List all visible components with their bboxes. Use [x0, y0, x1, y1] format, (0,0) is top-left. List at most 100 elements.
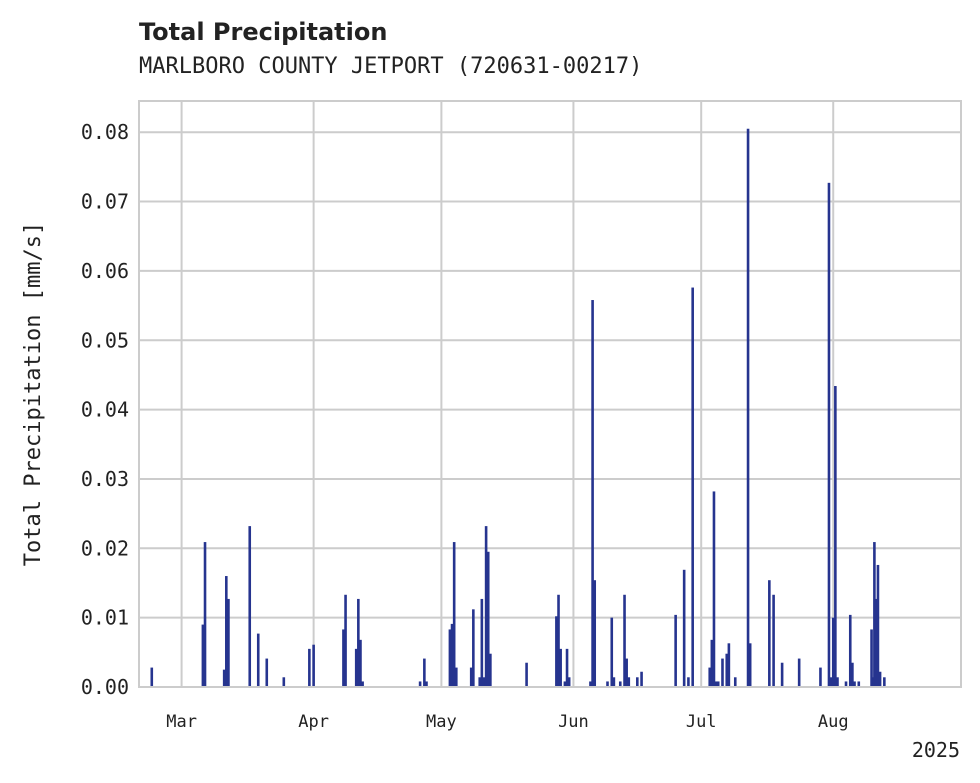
precip-bar	[342, 629, 345, 687]
grid-lines	[139, 101, 961, 688]
precip-bar	[871, 677, 875, 687]
precip-bar	[361, 681, 364, 687]
precip-bar	[819, 667, 822, 687]
precip-bar	[555, 616, 558, 687]
precip-bar	[627, 677, 631, 687]
bar-series	[150, 128, 886, 688]
precip-bar	[525, 662, 528, 687]
y-tick-label: 0.07	[81, 190, 129, 214]
precip-bar	[308, 648, 311, 687]
precip-bar	[748, 643, 752, 687]
y-tick-label: 0.05	[81, 328, 129, 352]
precip-bar	[851, 662, 854, 687]
precip-bar	[610, 617, 614, 687]
precip-bar	[563, 681, 567, 687]
precip-bar	[450, 623, 454, 687]
y-axis-ticks: 0.00 0.01 0.02 0.03 0.04 0.05 0.06 0.07 0.08	[81, 120, 129, 699]
precip-bar	[829, 677, 833, 687]
y-tick-label: 0.04	[81, 398, 129, 422]
precip-bar	[682, 569, 686, 687]
precip-bar	[482, 677, 486, 687]
precip-bar	[567, 677, 571, 687]
precip-bar	[725, 653, 729, 687]
precip-bar	[559, 648, 562, 687]
precip-bar	[878, 671, 882, 687]
precip-bar	[484, 526, 488, 687]
precip-bar	[612, 677, 616, 687]
precip-bar	[691, 287, 694, 687]
precip-bar	[848, 614, 852, 687]
precip-bar	[282, 677, 286, 687]
chart-subtitle: MARLBORO COUNTY JETPORT (720631-00217)	[139, 54, 642, 79]
precip-bar	[265, 658, 269, 687]
y-axis-label: Total Precipitation [mm/s]	[21, 222, 46, 566]
precip-bar	[354, 648, 358, 687]
precip-bar	[721, 658, 724, 687]
precip-bar	[489, 653, 492, 687]
precip-bar	[844, 681, 848, 687]
precip-bar	[712, 491, 716, 687]
x-tick-label: Aug	[818, 712, 849, 732]
precip-bar	[733, 677, 737, 687]
y-tick-label: 0.02	[81, 536, 129, 560]
precip-bar	[710, 639, 714, 687]
precip-bar	[222, 669, 226, 687]
precip-bar	[883, 677, 886, 687]
precip-bar	[874, 598, 878, 687]
precip-bar	[469, 667, 473, 687]
precip-bar	[708, 667, 712, 687]
precip-bar	[565, 648, 569, 687]
precip-bar	[857, 681, 861, 687]
y-tick-label: 0.06	[81, 259, 129, 283]
precip-bar	[768, 580, 771, 687]
y-tick-label: 0.08	[81, 120, 129, 144]
precip-bar	[425, 681, 428, 687]
x-tick-label: Jun	[558, 712, 589, 732]
precip-bar	[480, 598, 484, 687]
y-tick-label: 0.01	[81, 606, 129, 630]
precip-bar	[248, 526, 252, 687]
precip-bar	[452, 542, 456, 687]
precip-bar	[591, 300, 594, 687]
precip-bar	[772, 594, 775, 687]
precip-bar	[486, 551, 490, 687]
precip-bar	[344, 594, 347, 687]
y-tick-label: 0.03	[81, 467, 129, 491]
precip-bar	[357, 598, 360, 687]
precip-bar	[256, 633, 260, 687]
precip-bar	[746, 128, 750, 688]
precip-bar	[716, 681, 720, 687]
precip-bar	[227, 598, 230, 687]
x-axis-year-label: 2025	[912, 738, 960, 762]
x-tick-label: Apr	[298, 712, 329, 732]
precip-bar	[618, 681, 622, 687]
precip-bar	[448, 629, 452, 687]
precip-bar	[423, 658, 426, 687]
precip-bar	[831, 617, 835, 687]
precip-bar	[674, 614, 677, 687]
precip-bar	[472, 609, 475, 687]
chart-title: Total Precipitation	[139, 18, 387, 46]
precip-bar	[827, 182, 831, 687]
precip-bar	[478, 677, 482, 687]
precip-bar	[418, 681, 422, 687]
precip-bar	[557, 594, 560, 687]
precip-bar	[203, 542, 207, 687]
precip-bar	[714, 681, 718, 687]
precip-bar	[593, 580, 597, 687]
x-tick-label: Jul	[686, 712, 717, 732]
precip-bar	[625, 658, 628, 687]
precip-bar	[623, 594, 626, 687]
precip-bar	[836, 677, 839, 687]
precip-bar	[853, 681, 856, 687]
x-axis-ticks: Mar Apr May Jun Jul Aug	[166, 712, 848, 732]
precip-bar	[797, 658, 801, 687]
x-tick-label: Mar	[166, 712, 197, 732]
precip-bar	[359, 639, 362, 687]
precip-bar	[606, 681, 609, 687]
precip-bar	[201, 624, 205, 687]
precip-bar	[455, 667, 458, 687]
precip-bar	[312, 644, 315, 687]
x-tick-label: May	[426, 712, 457, 732]
